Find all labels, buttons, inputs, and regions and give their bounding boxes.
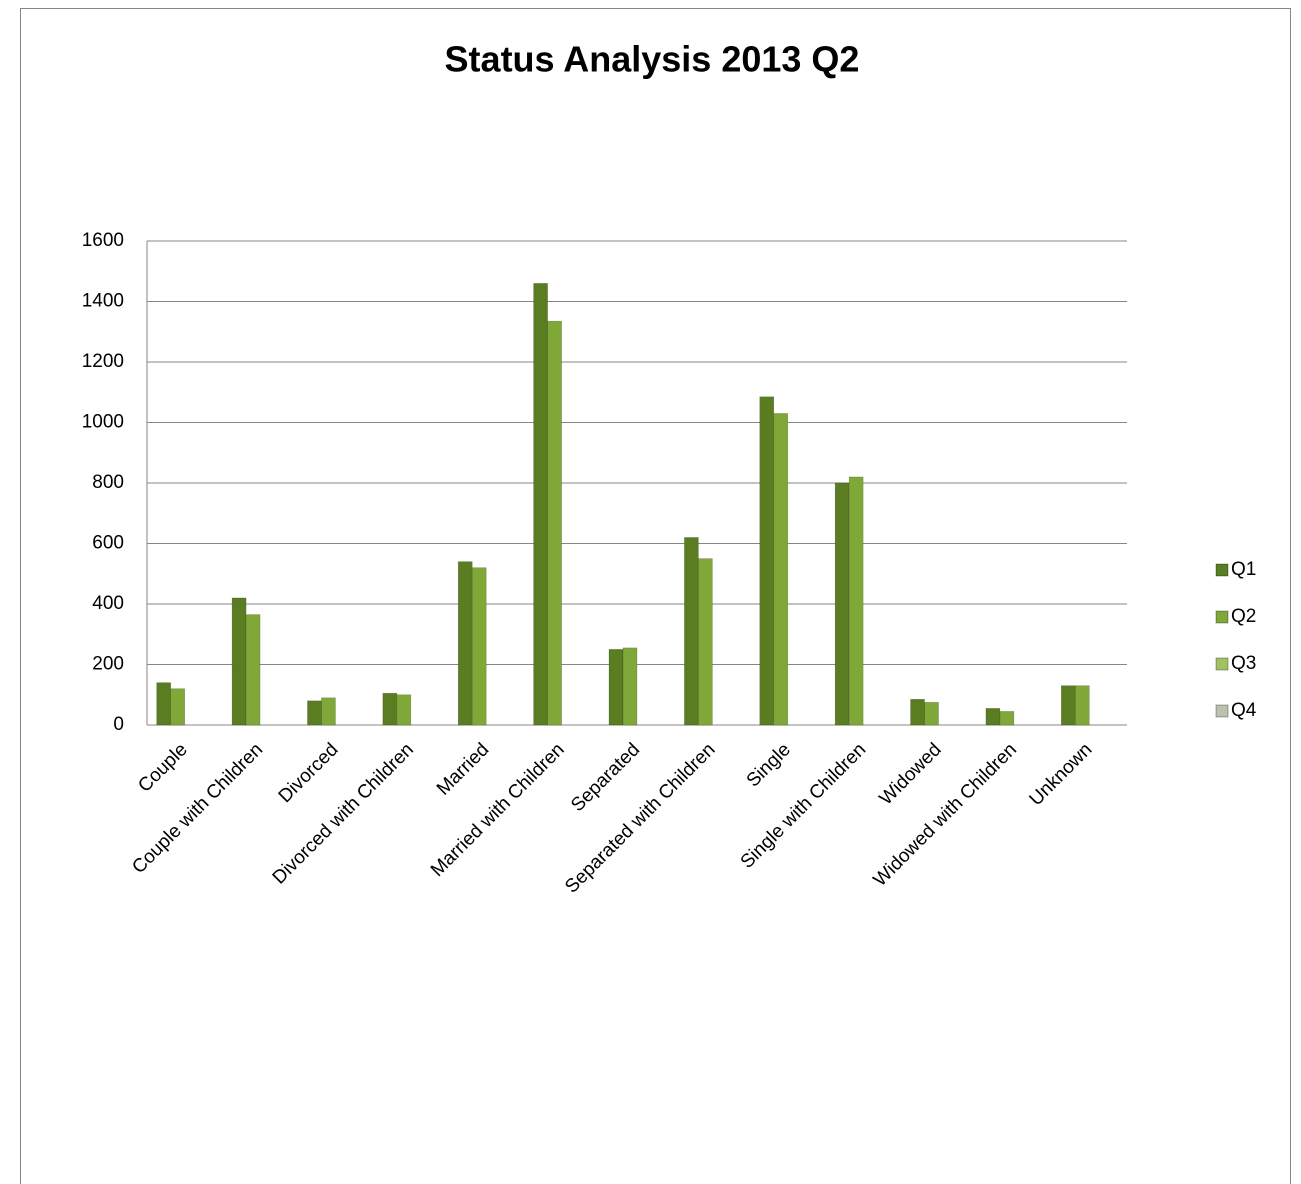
bar (471, 567, 487, 726)
bar (985, 708, 1001, 726)
chart-border (20, 8, 1291, 1184)
legend-swatch (1215, 563, 1229, 577)
y-tick-label: 1000 (82, 412, 124, 433)
bar (396, 694, 412, 726)
legend-label: Q1 (1231, 559, 1256, 580)
legend-swatch (1215, 704, 1229, 718)
bar (924, 702, 939, 726)
legend-label: Q4 (1231, 700, 1257, 721)
y-tick-label: 200 (92, 654, 124, 675)
bar (307, 700, 322, 726)
legend-label: Q2 (1231, 606, 1256, 627)
bar (231, 597, 247, 726)
y-tick-label: 600 (92, 533, 124, 554)
bar (698, 558, 713, 726)
y-tick-label: 800 (92, 472, 124, 493)
bar (622, 647, 638, 726)
chart-title: Status Analysis 2013 Q2 (445, 39, 860, 80)
bar (457, 561, 473, 726)
bar (684, 537, 699, 726)
y-tick-label: 1600 (82, 230, 124, 251)
bar (759, 396, 775, 726)
y-tick-label: 1200 (82, 351, 124, 372)
bar (834, 482, 850, 726)
legend-swatch (1215, 610, 1229, 624)
bar (910, 698, 925, 726)
y-tick-label: 0 (113, 714, 124, 735)
bar (156, 682, 171, 726)
y-tick-label: 400 (92, 593, 124, 614)
bar (773, 413, 789, 726)
bar (1061, 685, 1076, 726)
bar (999, 711, 1015, 726)
legend-label: Q3 (1231, 653, 1256, 674)
bar (321, 697, 336, 726)
bar (245, 614, 261, 726)
bar (533, 283, 548, 726)
bar (1075, 685, 1090, 726)
bar (547, 320, 562, 726)
legend-swatch (1215, 657, 1229, 671)
y-tick-label: 1400 (82, 291, 124, 312)
bar (170, 688, 185, 726)
bar (382, 692, 398, 726)
bar (608, 649, 624, 726)
bar (848, 476, 864, 726)
